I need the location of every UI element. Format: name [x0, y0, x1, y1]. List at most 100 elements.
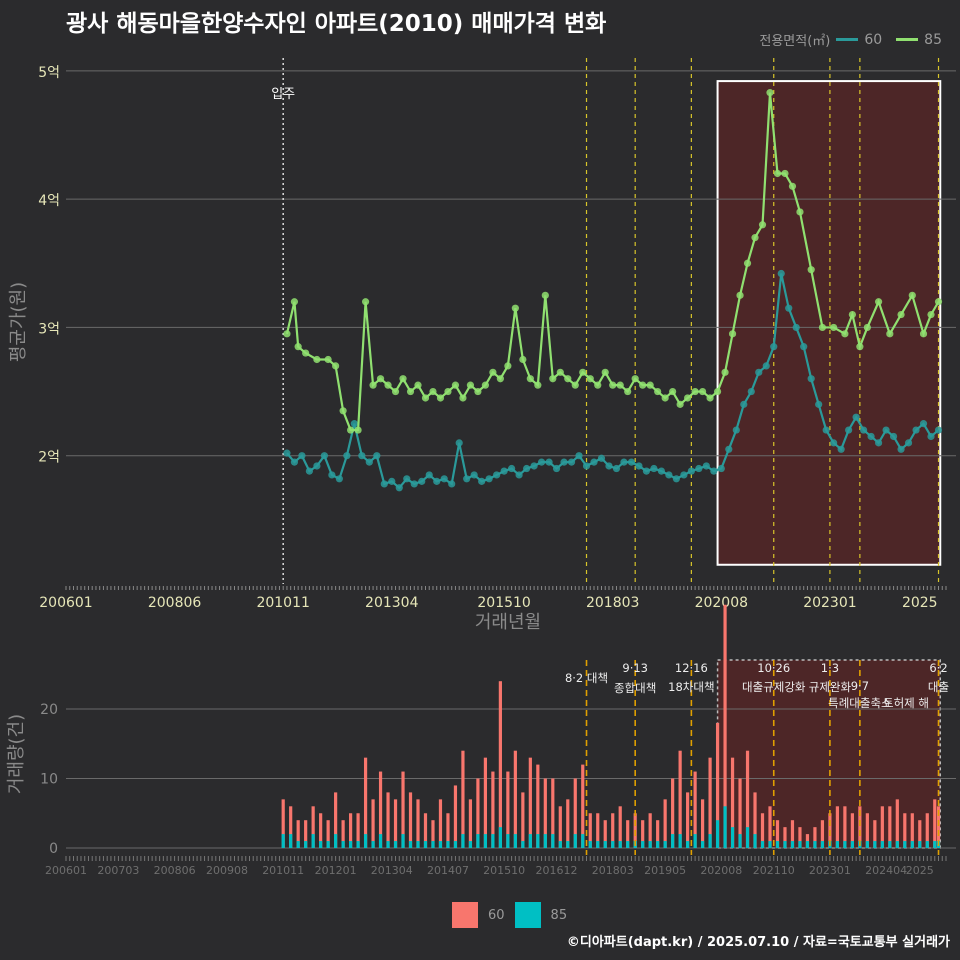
point-85-21	[444, 387, 452, 396]
bar-85-28	[491, 834, 495, 848]
point-85-7	[339, 407, 347, 415]
bar-60-4	[311, 806, 315, 848]
bar-85-18	[416, 841, 420, 848]
point-85-75	[863, 323, 871, 332]
bar-60-77	[858, 806, 862, 848]
point-85-74	[856, 343, 864, 351]
point-60-63	[755, 368, 763, 376]
bar-60-29	[498, 681, 502, 848]
point-60-37	[560, 458, 568, 466]
point-60-68	[792, 323, 800, 332]
point-85-14	[391, 387, 400, 396]
point-85-32	[526, 375, 534, 383]
bar-60-43	[603, 820, 607, 848]
bar-85-15	[393, 841, 398, 848]
bar-60-37	[558, 806, 562, 848]
x-tick-label-bottom-5: 201201	[315, 864, 357, 877]
bar-60-23	[453, 785, 458, 848]
bar-85-53	[678, 834, 682, 848]
bar-85-67	[783, 841, 787, 848]
point-60-38	[567, 458, 576, 466]
point-85-11	[369, 381, 377, 389]
bar-85-16	[401, 834, 405, 848]
bar-60-54	[686, 792, 690, 848]
point-60-22	[448, 480, 456, 488]
point-85-9	[354, 426, 362, 434]
point-85-8	[346, 426, 355, 434]
point-60-23	[455, 439, 463, 447]
point-60-0	[283, 449, 291, 457]
bar-60-24	[461, 750, 465, 848]
y-tick-label-0: 2억	[38, 450, 60, 466]
x-tick-label-top-4: 201510	[477, 595, 530, 611]
legend-box-60	[452, 902, 478, 928]
bar-60-28	[491, 771, 495, 848]
point-60-44	[612, 464, 621, 473]
bar-85-69	[798, 841, 802, 848]
chart-title: 광사 해동마을한양수자인 아파트(2010) 매매가격 변화	[66, 11, 607, 37]
bar-85-64	[760, 841, 765, 848]
point-60-5	[320, 452, 328, 460]
bar-60-62	[745, 750, 750, 848]
point-85-81	[927, 310, 935, 319]
point-85-49	[654, 387, 662, 396]
point-60-8	[343, 452, 351, 460]
point-85-59	[728, 330, 737, 338]
x-tick-label-bottom-10: 201803	[592, 864, 634, 877]
bar-60-46	[626, 820, 630, 848]
bar-60-39	[573, 778, 577, 848]
point-60-74	[837, 445, 845, 453]
bar-60-72	[820, 820, 825, 848]
bar-60-56	[700, 799, 705, 848]
policy-annotation-5-1: 특례대출축소	[828, 696, 891, 710]
point-60-12	[373, 452, 381, 460]
point-85-30	[511, 304, 519, 312]
bar-85-6	[326, 841, 330, 848]
bar-85-38	[566, 841, 570, 848]
bar-85-7	[334, 834, 338, 848]
bar-85-86	[925, 841, 929, 848]
y-tick-label-bottom-0: 0	[49, 841, 58, 857]
policy-annotation-6-0: 6·2	[929, 661, 947, 675]
bar-85-17	[408, 841, 413, 848]
bar-85-11	[363, 834, 368, 848]
bar-60-55	[693, 771, 697, 848]
point-85-72	[841, 330, 849, 338]
bar-85-29	[498, 827, 502, 848]
bar-60-6	[326, 820, 330, 848]
y-axis-title-top: 평균가(원)	[8, 282, 29, 362]
point-60-4	[313, 462, 321, 470]
bar-85-45	[618, 841, 622, 848]
bar-85-55	[693, 834, 697, 848]
point-85-73	[848, 310, 856, 319]
point-85-46	[631, 375, 639, 383]
bar-85-35	[543, 834, 547, 848]
point-60-33	[530, 462, 538, 470]
bar-60-61	[738, 778, 742, 848]
point-60-72	[822, 426, 830, 434]
bar-60-36	[551, 778, 555, 848]
point-85-77	[886, 330, 894, 338]
bar-85-43	[603, 841, 607, 848]
x-tick-label-bottom-16: 2025	[906, 864, 934, 877]
legend-bottom: 60 85	[452, 902, 567, 928]
point-85-18	[421, 394, 430, 402]
bar-85-76	[850, 841, 854, 848]
point-85-60	[736, 291, 744, 299]
point-60-70	[807, 375, 815, 383]
point-60-59	[725, 445, 733, 453]
point-60-20	[433, 477, 441, 485]
bar-60-26	[476, 778, 480, 848]
point-60-21	[440, 475, 448, 483]
bar-60-50	[656, 820, 660, 848]
point-85-66	[781, 169, 789, 178]
bar-85-19	[423, 841, 428, 848]
bar-60-63	[753, 792, 757, 848]
bar-60-40	[581, 764, 585, 848]
bar-60-32	[521, 792, 525, 848]
point-85-58	[721, 368, 729, 376]
point-85-50	[661, 394, 669, 402]
x-tick-label-top-3: 201304	[365, 595, 419, 611]
x-tick-label-bottom-9: 201612	[536, 864, 578, 877]
point-60-18	[418, 477, 426, 485]
